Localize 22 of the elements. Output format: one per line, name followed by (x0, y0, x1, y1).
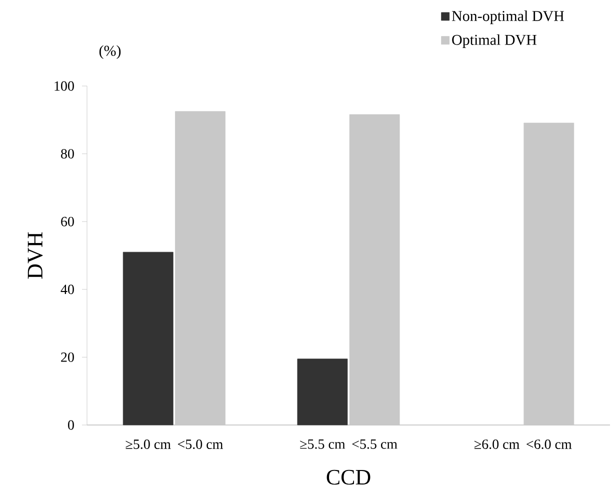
bar (349, 114, 400, 426)
x-tick-label: <5.5 cm (352, 440, 398, 449)
y-tick-label: 60 (61, 216, 74, 226)
x-tick-label: <5.0 cm (178, 440, 223, 450)
legend-label: Non-optimal DVH (452, 10, 564, 24)
bar (524, 122, 574, 426)
x-tick-label: ≥6.0 cm (474, 440, 520, 450)
x-tick-label: <6.0 cm (526, 440, 572, 450)
legend-label: Optimal DVH (452, 34, 536, 48)
x-axis-title: CCD (326, 470, 370, 485)
bar (175, 111, 226, 426)
bar (297, 358, 348, 426)
y-tick-label: 0 (68, 420, 74, 430)
text: (%) (99, 45, 121, 59)
x-tick-label: ≥5.0 cm (126, 440, 171, 450)
y-tick-label: 20 (61, 352, 74, 362)
x-tick-label: ≥5.5 cm (300, 440, 346, 449)
bar (122, 252, 174, 426)
y-tick-label: 100 (54, 81, 74, 91)
y-tick-label: 40 (60, 284, 74, 294)
y-tick-label: 80 (61, 149, 74, 159)
y-axis-title: DVH (28, 232, 43, 279)
